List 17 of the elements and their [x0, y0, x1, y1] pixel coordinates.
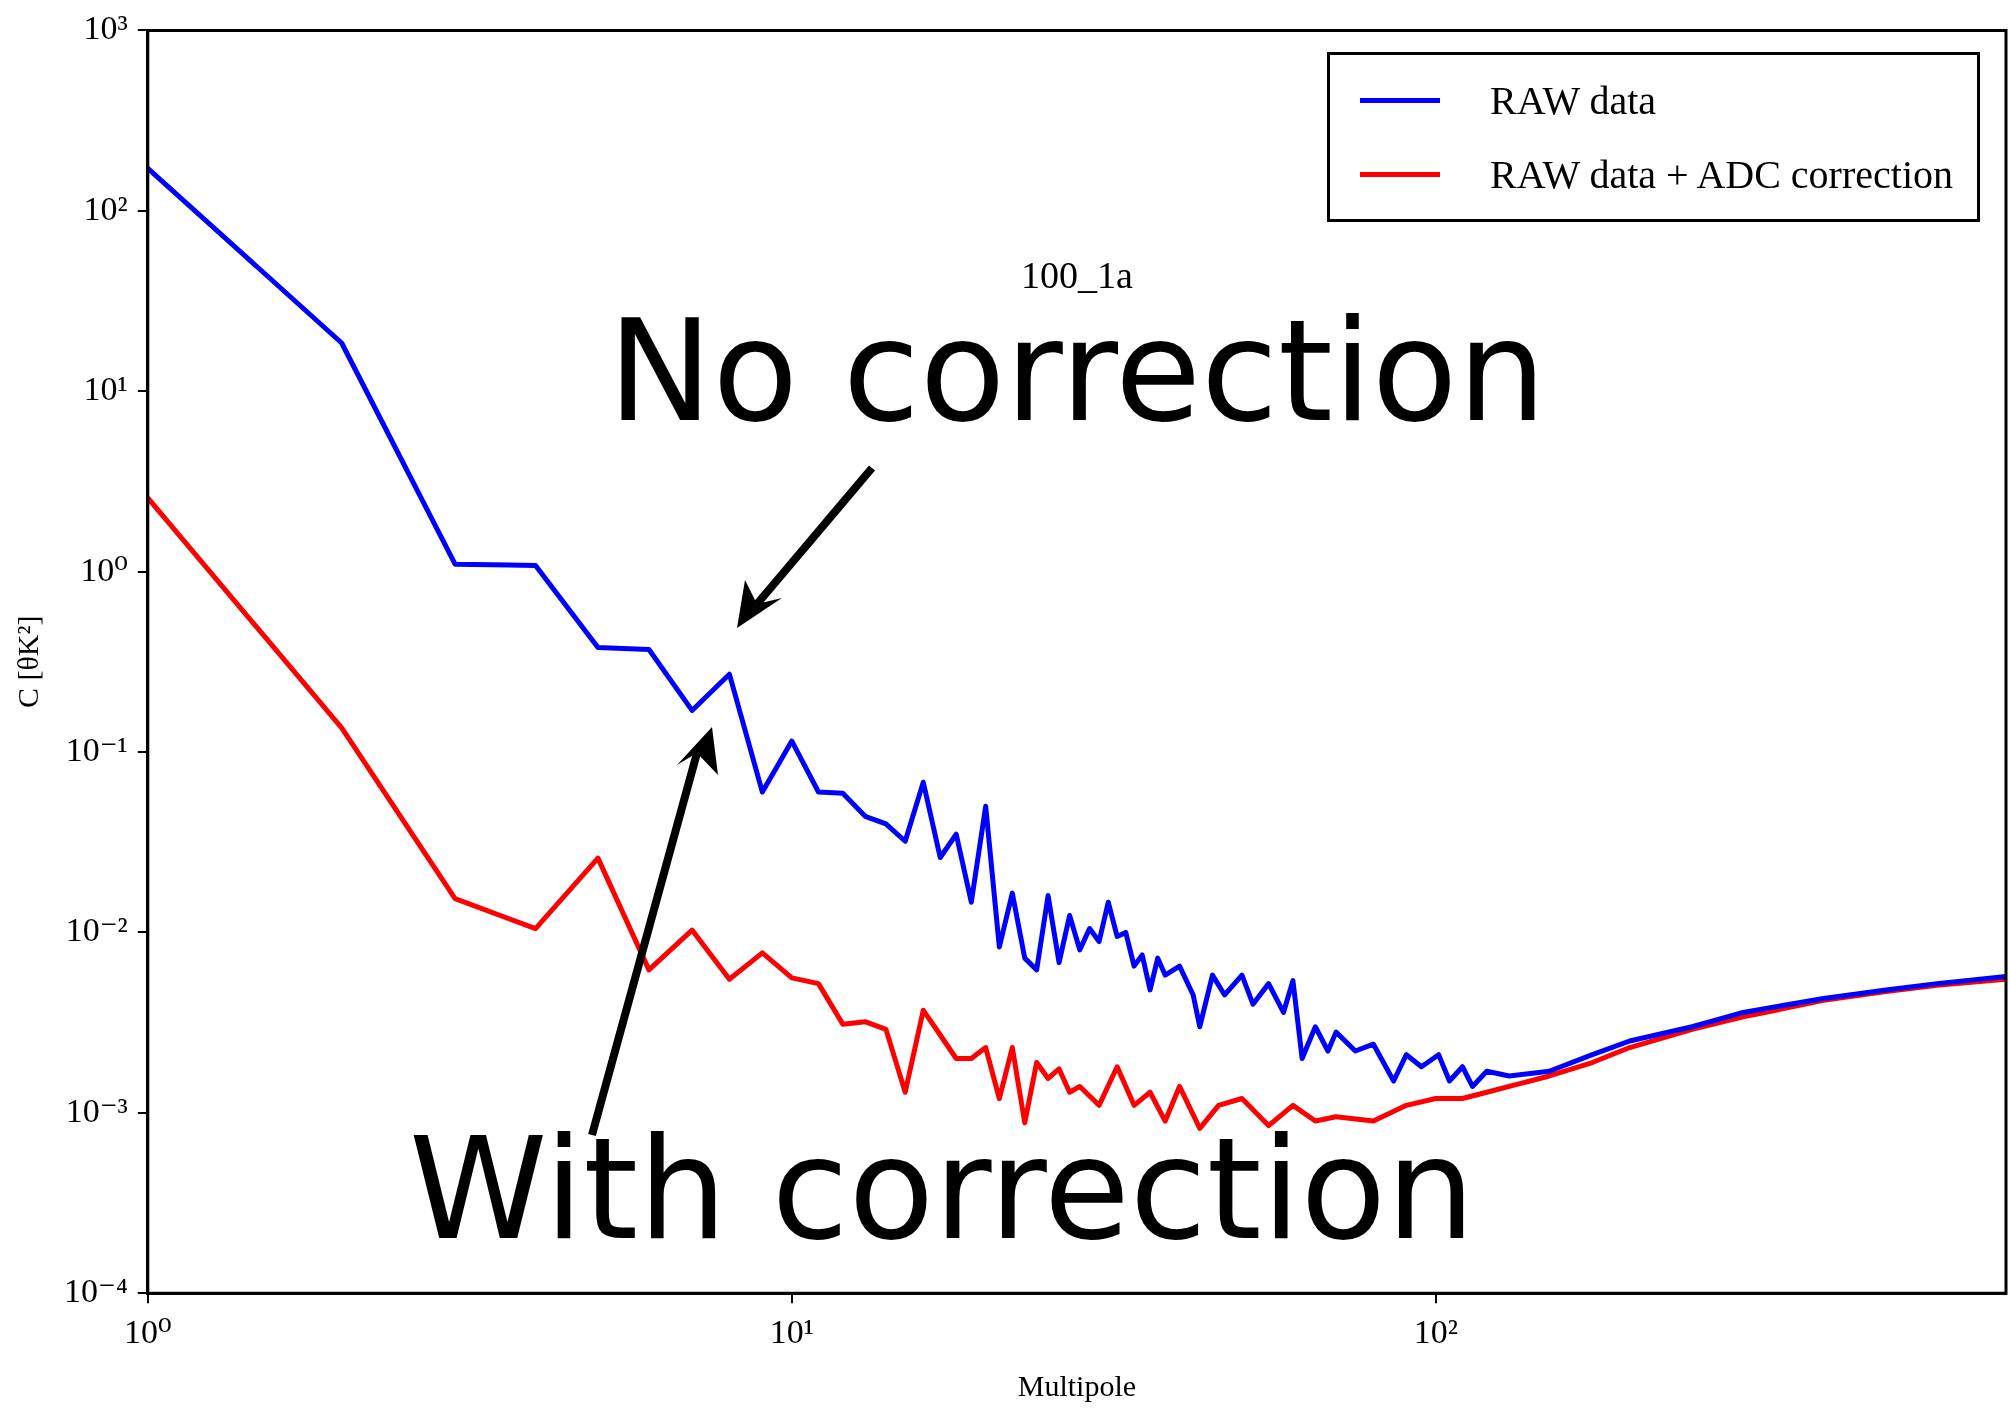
annotation: With correction	[409, 1108, 1475, 1271]
y-tick-label: 10³	[83, 9, 128, 47]
x-axis-title: Multipole	[1017, 1368, 1137, 1402]
y-tick-label: 10⁻³	[65, 1091, 128, 1129]
y-axis-title: C [θK²]	[10, 615, 44, 709]
x-tick-label: 10²	[1413, 1312, 1458, 1350]
x-tick-label: 10¹	[769, 1312, 814, 1350]
legend-label: RAW data	[1490, 76, 1657, 124]
legend-label: RAW data + ADC correction	[1490, 150, 1953, 198]
y-tick-label: 10²	[83, 189, 128, 227]
y-tick-label: 10⁻⁴	[63, 1272, 128, 1310]
y-tick-label: 10⁻²	[65, 911, 128, 949]
x-tick-label: 10⁰	[123, 1312, 172, 1350]
y-tick-label: 10¹	[83, 370, 128, 408]
y-tick-label: 10⁻¹	[65, 730, 128, 768]
y-tick-label: 10⁰	[80, 550, 128, 588]
text: 100_1a	[1020, 253, 1133, 298]
